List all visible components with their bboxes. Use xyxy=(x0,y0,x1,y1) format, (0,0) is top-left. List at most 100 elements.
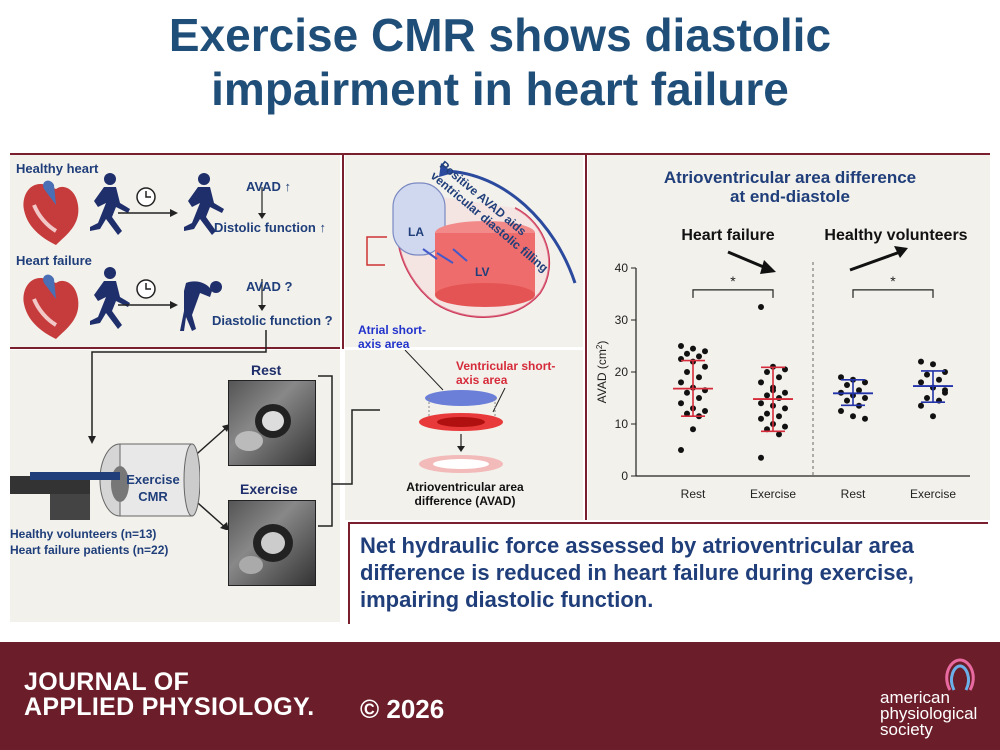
aps-logo-icon xyxy=(945,658,975,691)
heart-icon-healthy xyxy=(23,180,79,245)
society-name: american physiological society xyxy=(880,688,977,739)
down-arrow-icon xyxy=(457,446,465,452)
data-point xyxy=(702,348,708,355)
data-point xyxy=(782,389,788,396)
clock-icon-1 xyxy=(136,187,156,207)
bottom-mid-panel xyxy=(345,350,583,520)
clock-icon-2 xyxy=(136,279,156,299)
atrial-area-label: Atrial short- axis area xyxy=(358,323,426,351)
hf-significance-star: * xyxy=(730,273,736,289)
chart-title-line-1: Atrioventricular area difference xyxy=(663,168,917,187)
divider-left xyxy=(10,347,340,349)
data-point xyxy=(930,413,936,420)
data-point xyxy=(838,374,844,381)
journal-name: JOURNAL OF APPLIED PHYSIOLOGY. xyxy=(24,670,314,720)
data-point xyxy=(844,382,850,388)
data-point xyxy=(942,387,948,394)
data-point xyxy=(918,358,924,365)
y-tick-label: 30 xyxy=(615,313,629,327)
data-point xyxy=(776,431,782,438)
society-line-3: society xyxy=(880,720,933,739)
healthy-function-label: Distolic function ↑ xyxy=(214,220,326,235)
healthy-arrow-head-icon xyxy=(894,246,908,258)
data-point xyxy=(764,410,770,417)
arrow-up-icon: ↑ xyxy=(284,179,292,194)
heart-failure-label: Heart failure xyxy=(16,253,92,268)
group-label-heart-failure: Heart failure xyxy=(681,227,774,244)
data-point xyxy=(844,397,850,404)
hf-avad-label: AVAD ? xyxy=(246,279,293,294)
lv-label: LV xyxy=(475,265,490,279)
data-point xyxy=(678,379,684,386)
data-point xyxy=(764,392,770,399)
healthy-avad-text: AVAD xyxy=(246,179,281,194)
footer xyxy=(0,642,1000,750)
y-tick-label: 20 xyxy=(615,365,629,379)
data-point xyxy=(690,426,696,433)
avad-diagram xyxy=(404,350,506,473)
data-point xyxy=(758,379,764,386)
mri-image-rest xyxy=(228,380,316,466)
chart-title: Atrioventricular area difference at end-… xyxy=(600,168,980,206)
runner-icon-2 xyxy=(184,173,224,235)
cmr-machine xyxy=(10,443,200,520)
x-tick-label: Exercise xyxy=(910,487,956,501)
data-point xyxy=(678,447,684,453)
divider-vert xyxy=(342,153,344,349)
y-tick-label: 10 xyxy=(615,417,629,431)
cmr-machine-label: Exercise CMR xyxy=(125,471,181,505)
chart-title-line-2: at end-diastole xyxy=(730,187,850,206)
journal-line-2: APPLIED PHYSIOLOGY. xyxy=(24,693,315,721)
mri-image-exercise xyxy=(228,500,316,586)
copyright: © 2026 xyxy=(360,694,445,724)
ventricular-line-1: Ventricular short- xyxy=(456,359,556,373)
healthy-n-label: Healthy volunteers (n=13) xyxy=(10,527,157,541)
ventricular-area-label: Ventricular short- axis area xyxy=(456,359,555,387)
data-point xyxy=(696,353,702,360)
hf-trend-arrow xyxy=(727,250,767,270)
arrow-up-icon-2: ↑ xyxy=(319,220,326,235)
data-point xyxy=(758,400,764,407)
la-label: LA xyxy=(408,225,424,239)
healthy-avad-label: AVAD ↑ xyxy=(246,179,291,194)
hf-n-label: Heart failure patients (n=22) xyxy=(10,543,169,557)
heart-diagram xyxy=(366,163,577,318)
data-point xyxy=(924,395,930,401)
data-point xyxy=(862,415,868,422)
runner-icon-1 xyxy=(90,173,130,235)
exercise-label: Exercise xyxy=(240,481,298,497)
data-point xyxy=(758,415,764,422)
data-point xyxy=(782,405,788,412)
arrow-head-icon xyxy=(439,163,453,177)
x-tick-label: Rest xyxy=(841,487,866,501)
x-tick-label: Rest xyxy=(681,487,706,501)
group-label-healthy: Healthy volunteers xyxy=(824,227,967,244)
hf-function-label: Diastolic function ? xyxy=(212,313,333,328)
data-point xyxy=(924,371,930,378)
society-line-1: american xyxy=(880,688,950,707)
data-point xyxy=(696,395,702,401)
data-point xyxy=(776,395,782,401)
data-point xyxy=(862,395,868,401)
title-line-1: Exercise CMR shows diastolic xyxy=(168,9,832,61)
la-chamber xyxy=(392,182,446,256)
title-line-2: impairment in heart failure xyxy=(211,63,789,115)
heart-icon-failure xyxy=(23,274,79,339)
data-point xyxy=(850,413,856,420)
y-tick-label: 0 xyxy=(621,469,628,483)
data-point xyxy=(776,374,782,381)
data-point xyxy=(936,376,942,383)
data-point xyxy=(918,379,924,386)
x-tick-label: Exercise xyxy=(750,487,796,501)
hf-arrow-head-icon xyxy=(760,260,776,274)
data-point xyxy=(678,400,684,407)
data-point xyxy=(702,363,708,370)
data-point xyxy=(684,369,690,375)
rest-label: Rest xyxy=(251,362,282,378)
divider-top xyxy=(10,153,990,155)
data-point xyxy=(758,304,764,310)
lv-chamber xyxy=(435,221,535,307)
data-point xyxy=(684,350,690,357)
data-point xyxy=(702,408,708,414)
journal-line-1: JOURNAL OF xyxy=(24,668,190,696)
